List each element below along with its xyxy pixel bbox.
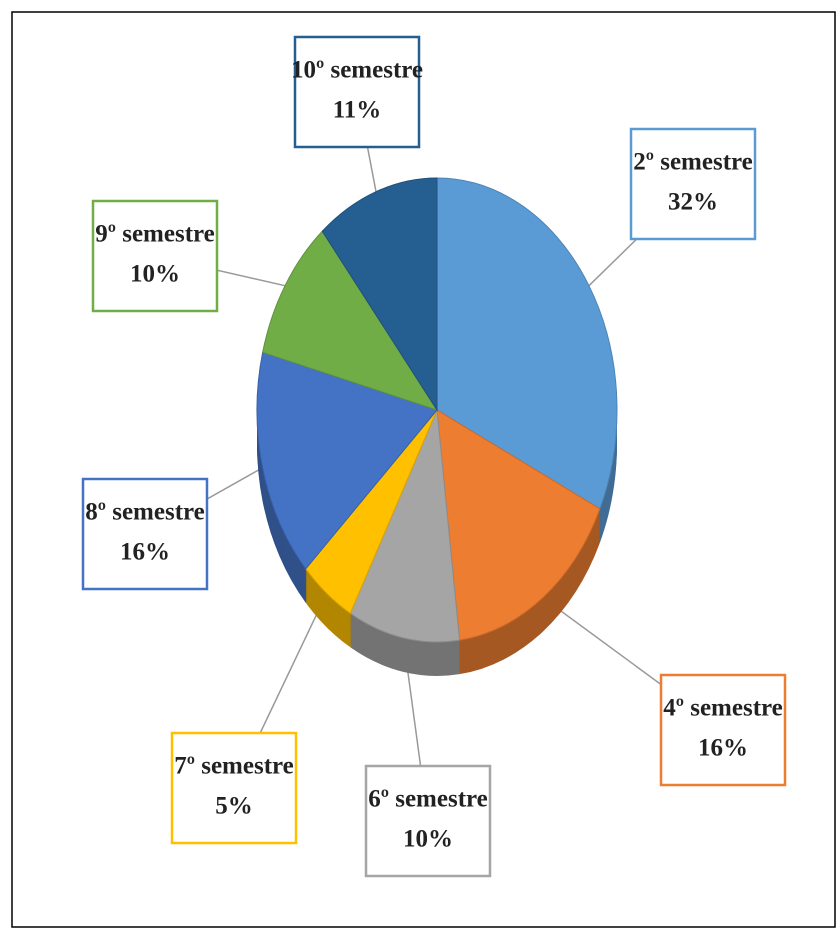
slice (436, 409, 601, 641)
slice (321, 177, 438, 412)
label-box (170, 731, 298, 845)
category-label: 8º semestre (85, 499, 205, 526)
value-label: 16% (120, 539, 170, 566)
frame (11, 11, 836, 928)
value-label: 32% (668, 189, 718, 216)
slice (349, 409, 461, 643)
slice (256, 351, 438, 570)
category-label: 2º semestre (633, 149, 753, 176)
value-label: 11% (333, 97, 382, 124)
label-box (293, 35, 421, 149)
label-box (659, 673, 787, 787)
label-box (81, 477, 209, 591)
category-label: 6º semestre (368, 786, 488, 813)
label-box (629, 127, 757, 241)
value-label: 5% (215, 793, 253, 820)
category-label: 7º semestre (174, 753, 294, 780)
value-label: 10% (403, 826, 453, 853)
category-label: 10º semestre (291, 57, 423, 84)
category-label: 4º semestre (663, 695, 783, 722)
label-box (91, 199, 219, 313)
label-box (364, 764, 492, 878)
value-label: 16% (698, 735, 748, 762)
category-label: 9º semestre (95, 221, 215, 248)
slice (262, 230, 439, 411)
value-label: 10% (130, 261, 180, 288)
slice (436, 177, 618, 510)
